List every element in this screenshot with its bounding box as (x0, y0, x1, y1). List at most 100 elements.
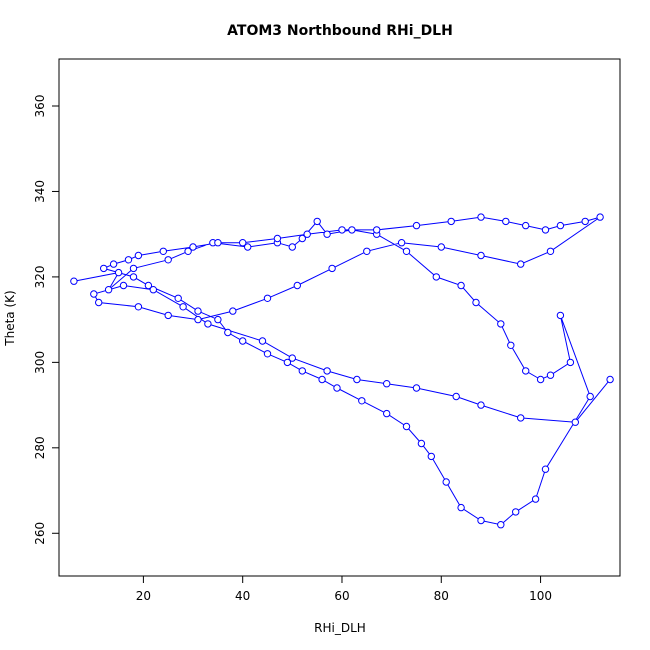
data-point (313, 217, 321, 226)
data-point (129, 273, 138, 281)
data-point (184, 247, 192, 256)
data-point (179, 303, 187, 311)
data-point (412, 384, 421, 392)
data-point (204, 320, 212, 328)
data-point (134, 303, 143, 311)
data-point (472, 298, 480, 307)
data-point (373, 226, 381, 234)
data-point (174, 294, 182, 302)
data-point (149, 286, 158, 294)
data-point (194, 307, 202, 315)
data-point (437, 243, 445, 251)
y-tick-label: 280 (33, 436, 47, 459)
data-point (412, 221, 421, 230)
data-point (298, 234, 306, 243)
data-point (477, 251, 485, 260)
data-point (258, 337, 267, 345)
y-axis-label: Theta (K) (3, 290, 17, 346)
data-point (109, 260, 118, 268)
data-point (417, 439, 426, 448)
y-tick-label: 360 (33, 95, 47, 118)
data-point (348, 226, 356, 234)
data-point (164, 311, 172, 320)
data-point (522, 221, 530, 230)
data-point (477, 213, 485, 221)
data-point (586, 392, 594, 401)
data-point (541, 226, 550, 234)
data-point (288, 354, 296, 362)
data-point (333, 384, 341, 392)
data-point (477, 516, 485, 525)
data-point (497, 521, 505, 529)
data-point (214, 239, 222, 247)
data-point (100, 264, 108, 273)
data-point (318, 375, 326, 384)
data-point (556, 311, 565, 320)
data-point (293, 281, 301, 290)
data-point (323, 367, 331, 375)
data-point (298, 367, 306, 375)
data-point (283, 358, 292, 367)
data-point (541, 465, 550, 473)
data-point (502, 217, 510, 226)
x-axis-label: RHi_DLH (314, 621, 366, 635)
data-point (457, 281, 465, 290)
data-point (144, 281, 153, 290)
data-point (338, 226, 346, 234)
data-point (358, 397, 366, 405)
data-point (536, 375, 545, 384)
data-point (383, 409, 391, 418)
y-axis: 260 280 300 320 340 360 (33, 95, 59, 545)
data-point (104, 286, 113, 294)
data-point (263, 350, 272, 358)
data-point (288, 243, 296, 251)
data-point (497, 320, 505, 328)
data-point (442, 478, 450, 486)
data-point (229, 307, 237, 315)
data-point (224, 328, 232, 337)
data-point (517, 414, 525, 422)
data-point (546, 247, 555, 256)
y-tick-label: 320 (33, 265, 47, 288)
y-tick-label: 260 (33, 522, 47, 545)
data-point (95, 298, 103, 307)
data-point (303, 230, 311, 238)
data-point (134, 251, 143, 260)
plot-frame (58, 58, 621, 577)
data-point (263, 294, 272, 302)
data-point (452, 392, 460, 401)
data-point (556, 221, 565, 230)
data-point (477, 401, 485, 409)
data-point (571, 418, 579, 426)
data-point (447, 217, 455, 226)
data-point (397, 239, 406, 247)
data-point (596, 213, 604, 221)
data-point (507, 341, 515, 349)
data-point (566, 358, 575, 367)
data-point (517, 260, 525, 268)
y-tick-label: 340 (33, 180, 47, 203)
data-point (546, 371, 555, 379)
x-tick-label: 100 (529, 589, 552, 603)
data-point (239, 337, 247, 345)
data-point (383, 380, 391, 388)
data-point (353, 375, 361, 384)
y-tick-label: 300 (33, 351, 47, 374)
x-axis: 20 40 60 80 100 (136, 576, 552, 603)
data-point (522, 367, 530, 375)
data-point (114, 268, 123, 277)
data-point (328, 264, 336, 273)
series-line (73, 216, 611, 526)
data-point (164, 256, 172, 264)
data-point (606, 375, 614, 384)
data-point (581, 217, 589, 226)
data-point (159, 247, 168, 256)
x-tick-label: 80 (434, 589, 449, 603)
data-point (363, 247, 371, 256)
data-point (119, 281, 128, 290)
data-point (323, 230, 331, 238)
data-point (189, 243, 197, 251)
x-tick-label: 40 (235, 589, 250, 603)
data-point (214, 315, 222, 324)
